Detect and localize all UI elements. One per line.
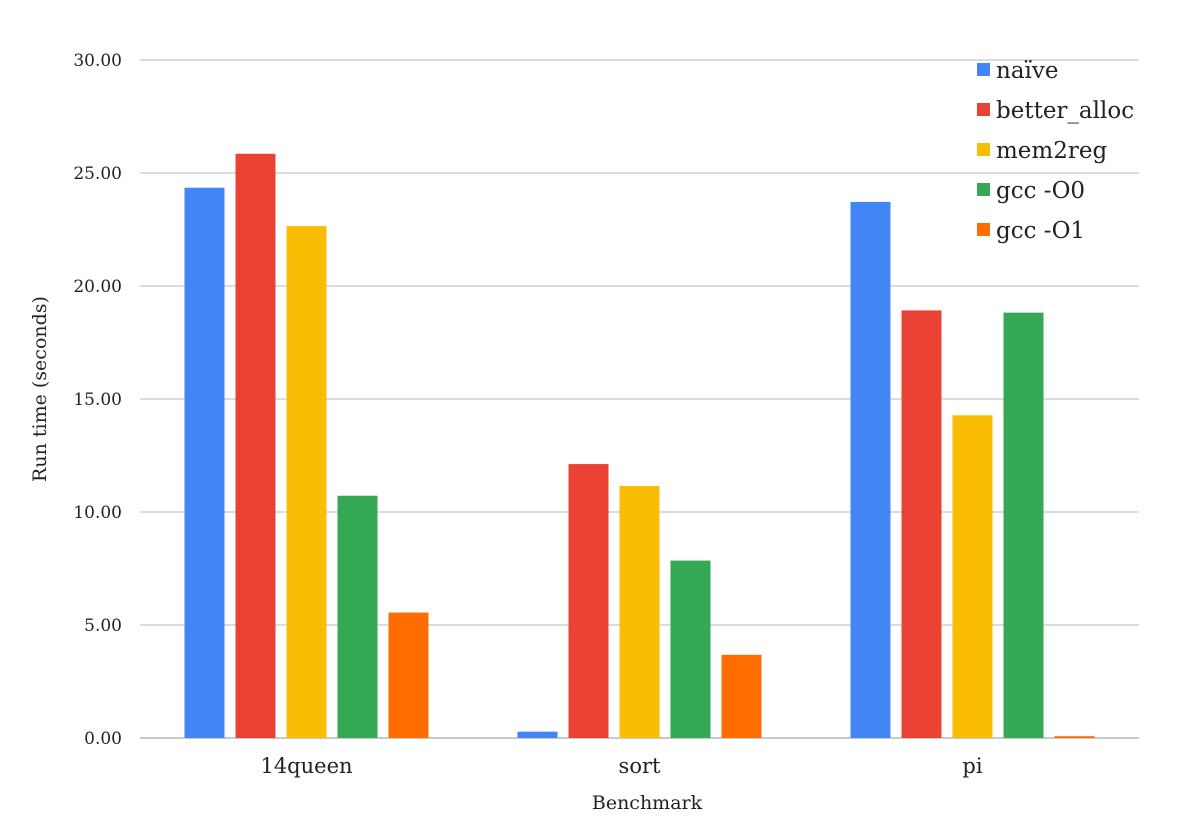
bar-14queen-gcc-O1 (388, 612, 429, 738)
bar-14queen-better-alloc (235, 153, 276, 739)
x-axis-title: Benchmark (592, 792, 703, 814)
legend-swatch (977, 63, 990, 76)
bar-pi-gcc-O1 (1054, 736, 1095, 738)
bar-14queen-gcc-O0 (337, 495, 378, 738)
bar-sort-better-alloc (568, 464, 609, 738)
y-tick-label: 10.00 (73, 503, 122, 523)
y-tick-label: 30.00 (73, 51, 122, 71)
legend-swatch (977, 223, 990, 236)
legend-swatch (977, 143, 990, 156)
legend-swatch (977, 103, 990, 116)
bar-sort-gcc-O0 (670, 560, 711, 738)
bar-pi-mem2reg (952, 415, 993, 738)
x-tick-label: sort (619, 754, 661, 778)
x-axis-ticks: 14queen sort pi (260, 754, 982, 778)
y-tick-label: 0.00 (84, 729, 122, 749)
x-tick-label: 14queen (260, 754, 352, 778)
legend: naïve better_alloc mem2reg gcc -O0 gcc -O1 (977, 58, 1134, 244)
bar-sort-gcc-O1 (721, 654, 762, 738)
legend-label: gcc -O1 (996, 218, 1085, 244)
bar-pi-gcc-O0 (1003, 312, 1044, 738)
y-tick-label: 5.00 (84, 616, 122, 636)
y-tick-label: 20.00 (73, 277, 122, 297)
bar-14queen-mem2reg (286, 226, 327, 739)
y-axis-ticks: 0.00 5.00 10.00 15.00 20.00 25.00 30.00 (73, 51, 122, 749)
bar-14queen-na-ve (184, 187, 225, 738)
legend-label: mem2reg (996, 138, 1107, 164)
y-tick-label: 25.00 (73, 164, 122, 184)
legend-label: naïve (996, 58, 1059, 84)
bar-pi-better-alloc (901, 310, 942, 738)
bar-sort-mem2reg (619, 486, 660, 738)
legend-label: better_alloc (996, 98, 1134, 124)
bar-sort-na-ve (517, 731, 558, 738)
y-axis-title: Run time (seconds) (29, 296, 51, 482)
bars (184, 153, 1095, 739)
legend-label: gcc -O0 (996, 178, 1085, 204)
y-tick-label: 15.00 (73, 390, 122, 410)
x-tick-label: pi (962, 754, 982, 778)
legend-swatch (977, 183, 990, 196)
bar-pi-na-ve (850, 201, 891, 739)
